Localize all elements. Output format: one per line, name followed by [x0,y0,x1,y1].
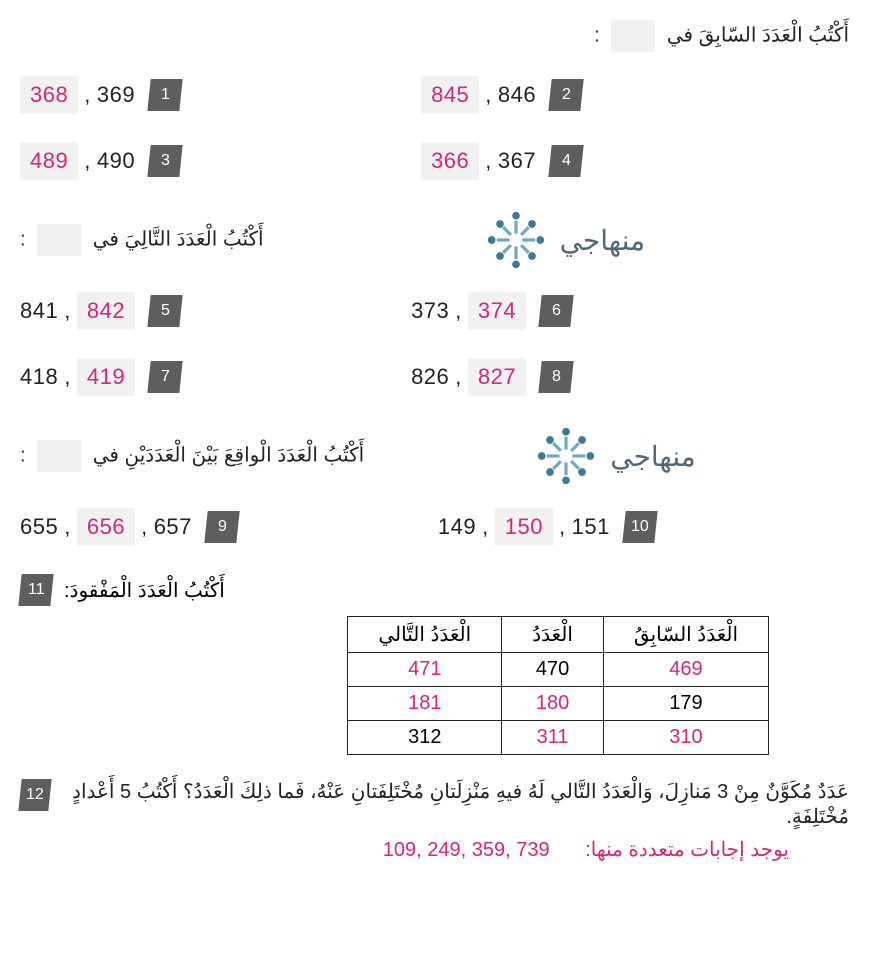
answer-8: 827 [468,358,526,396]
badge-12: 12 [18,779,51,811]
badge-5: 5 [147,295,182,327]
logo-text: منهاجي [560,224,646,257]
item-5: 5 841 , 842 [20,292,181,330]
answer-10: 150 [495,508,553,546]
given-5: 841 [20,298,58,324]
item-9: 9 655 , 656 , 657 [20,508,238,546]
answer-4: 366 [421,142,479,180]
answer-9: 656 [77,508,135,546]
badge-4: 4 [548,145,583,177]
badge-1: 1 [147,79,182,111]
given-7: 418 [20,364,58,390]
th-prev: الْعَدَدُ السّابِقُ [603,617,768,653]
answer-5: 842 [77,292,135,330]
table-row: 310 311 312 [348,721,769,755]
given-4: 367 [498,148,536,174]
th-next: الْعَدَدُ التَّالي [348,617,502,653]
item-1: 1 368 , 369 [20,76,181,114]
given-2: 846 [498,82,536,108]
badge-11: 11 [18,574,53,606]
logo-icon [534,424,598,488]
q12-nums: 109, 249, 359, 739 [383,839,550,862]
badge-6: 6 [538,295,573,327]
instruction-previous: أَكْتُبُ الْعَدَدَ السّابِقَ في : [20,20,849,52]
instruction-between: أَكْتُبُ الْعَدَدَ الْواقِعَ بَيْنَ الْع… [20,440,364,472]
item-8: 8 826 , 827 [411,358,572,396]
answer-1: 368 [20,76,78,114]
given-1: 369 [97,82,135,108]
blank-box [611,20,655,52]
item-3: 3 489 , 490 [20,142,181,180]
instr-text: أَكْتُبُ الْعَدَدَ السّابِقَ في [667,24,849,46]
logo-text: منهاجي [610,440,696,473]
given-8: 826 [411,364,449,390]
question-12: 12 عَدَدٌ مُكَوَّنٌ مِنْ 3 مَنازِلَ، وَا… [20,779,849,829]
answer-7: 419 [77,358,135,396]
badge-7: 7 [147,361,182,393]
th-num: الْعَدَدُ [502,617,604,653]
q12-text: عَدَدٌ مُكَوَّنٌ مِنْ 3 مَنازِلَ، وَالْع… [62,779,849,829]
badge-3: 3 [147,145,182,177]
q12-lead: يوجد إجابات متعددة منها: [585,839,789,861]
item-6: 6 373 , 374 [411,292,572,330]
badge-2: 2 [548,79,583,111]
q12-answers: يوجد إجابات متعددة منها: 109, 249, 359, … [20,837,789,862]
instr-text: أَكْتُبُ الْعَدَدَ الْواقِعَ بَيْنَ الْع… [93,444,365,466]
answer-3: 489 [20,142,78,180]
item-7: 7 418 , 419 [20,358,181,396]
q11-text: أَكْتُبُ الْعَدَدَ الْمَفْقودَ: [64,578,225,603]
answer-2: 845 [421,76,479,114]
table-row: 469 470 471 [348,653,769,687]
given-9l: 655 [20,514,58,540]
given-6: 373 [411,298,449,324]
given-9r: 657 [154,514,192,540]
answer-6: 374 [468,292,526,330]
blank-box [37,440,81,472]
given-10r: 151 [572,514,610,540]
blank-box [37,224,81,256]
given-3: 490 [97,148,135,174]
item-10: 10 149 , 150 , 151 [438,508,656,546]
badge-10: 10 [622,511,657,543]
item-4: 4 366 , 367 [421,142,582,180]
colon: : [594,24,600,46]
badge-8: 8 [538,361,573,393]
question-11: 11 أَكْتُبُ الْعَدَدَ الْمَفْقودَ: [20,574,849,606]
instr-text: أَكْتُبُ الْعَدَدَ التَّالِيَ في [93,228,264,250]
table-row: 179 180 181 [348,687,769,721]
badge-9: 9 [204,511,239,543]
given-10l: 149 [438,514,476,540]
logo-icon [484,208,548,272]
missing-number-table: الْعَدَدُ السّابِقُ الْعَدَدُ الْعَدَدُ … [347,616,769,755]
comma: , [84,82,91,108]
item-2: 2 845 , 846 [421,76,582,114]
instruction-next: أَكْتُبُ الْعَدَدَ التَّالِيَ في : [20,224,264,256]
